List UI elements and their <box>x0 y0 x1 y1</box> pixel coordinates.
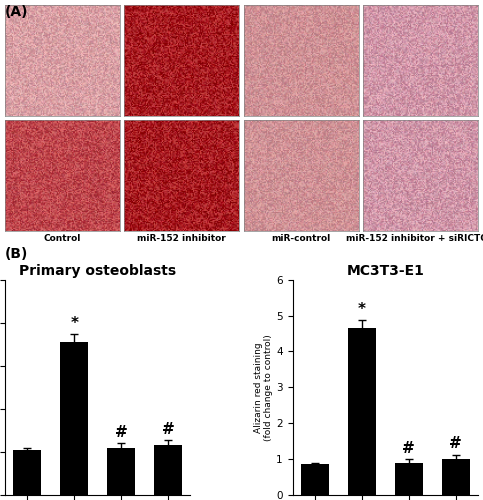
Text: *: * <box>358 302 366 316</box>
X-axis label: miR-152 inhibitor + siRICTOR: miR-152 inhibitor + siRICTOR <box>346 234 483 243</box>
Title: MC3T3-E1: MC3T3-E1 <box>346 264 424 278</box>
Text: #: # <box>449 436 462 451</box>
Y-axis label: Alizarin red staining
(fold change to control): Alizarin red staining (fold change to co… <box>254 334 273 440</box>
Text: #: # <box>402 440 415 456</box>
X-axis label: Control: Control <box>43 234 81 243</box>
Bar <box>154 446 182 495</box>
Bar <box>60 342 88 495</box>
Title: Primary osteoblasts: Primary osteoblasts <box>19 264 176 278</box>
Bar <box>107 448 135 495</box>
Bar <box>13 450 42 495</box>
Text: (A): (A) <box>5 5 28 19</box>
X-axis label: miR-152 inhibitor: miR-152 inhibitor <box>137 234 226 243</box>
Bar <box>395 462 423 495</box>
X-axis label: miR-control: miR-control <box>271 234 331 243</box>
Text: #: # <box>114 425 128 440</box>
Bar <box>348 328 376 495</box>
Text: #: # <box>162 422 174 437</box>
Text: (B): (B) <box>5 248 28 262</box>
Bar <box>301 464 329 495</box>
Bar <box>441 459 470 495</box>
Text: *: * <box>70 316 78 331</box>
